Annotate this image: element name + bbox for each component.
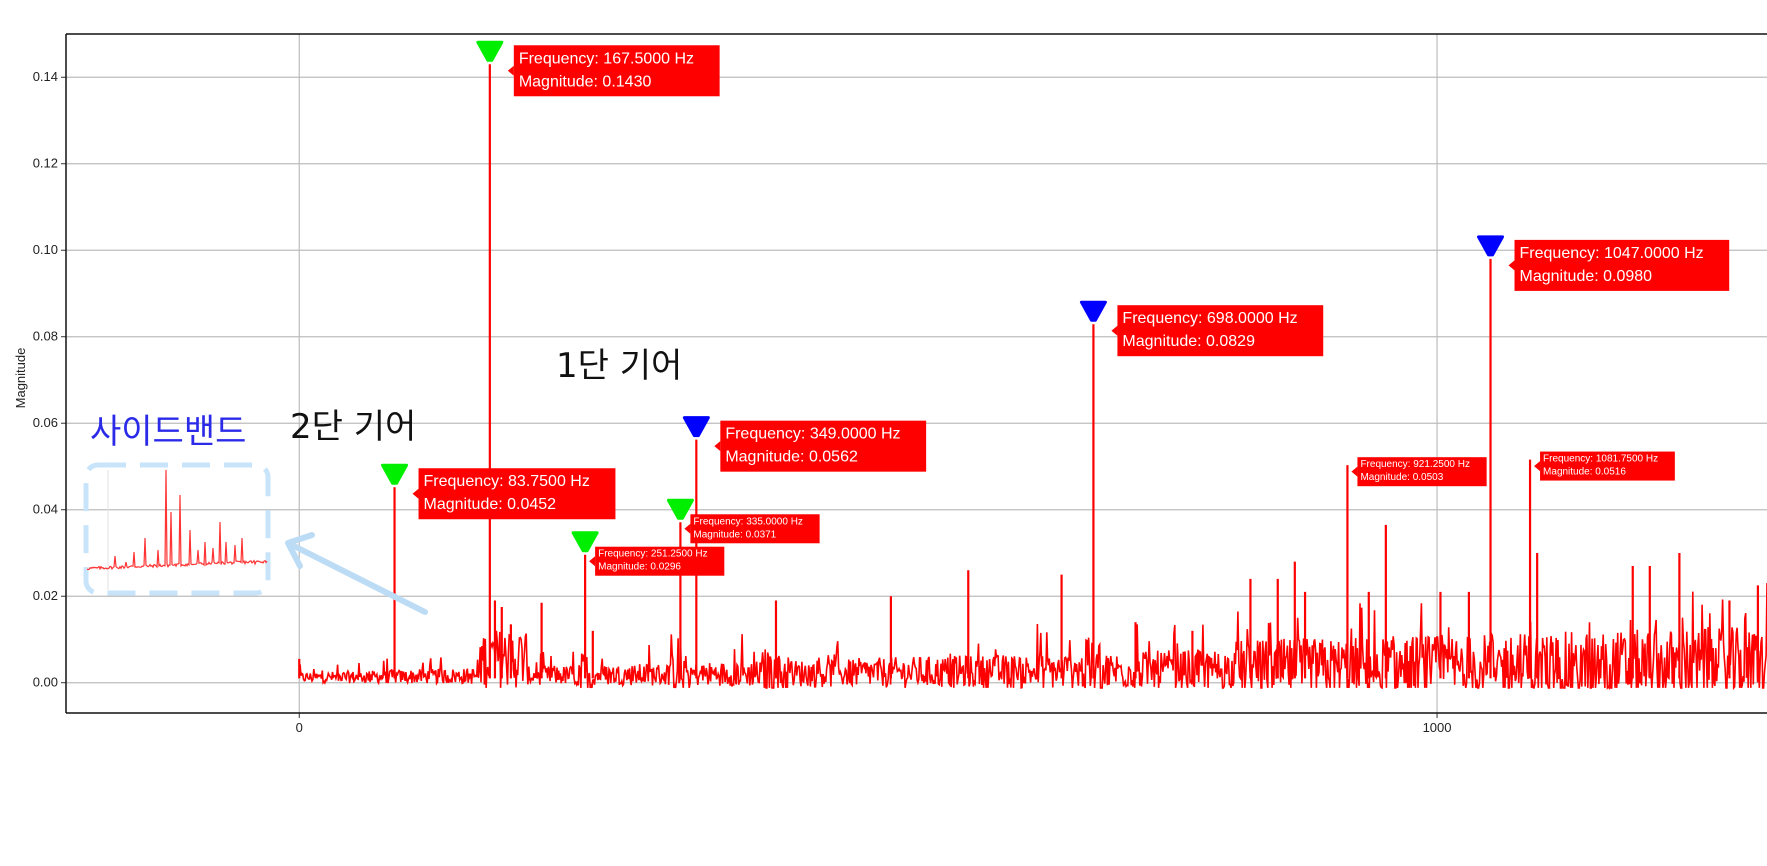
noise-floor-trace	[298, 583, 1767, 691]
peak-annotation: Frequency: 1081.7500 Hz Magnitude: 0.0516	[1534, 451, 1675, 481]
annotation-pointer	[412, 488, 419, 499]
peak-annotation: Frequency: 921.2500 Hz Magnitude: 0.0503	[1351, 457, 1487, 487]
annotation-frequency: Frequency: 167.5000 Hz	[519, 50, 694, 67]
sideband-inset-trace	[86, 469, 268, 571]
y-tick-label: 0.02	[33, 588, 58, 603]
peak-marker-icon	[381, 463, 409, 485]
annotation-magnitude: Magnitude: 0.0503	[1360, 472, 1443, 483]
sideband-arrow	[285, 532, 428, 615]
y-tick-label: 0.00	[33, 675, 58, 690]
peak-annotation: Frequency: 251.2500 Hz Magnitude: 0.0296	[589, 546, 725, 576]
y-tick-label: 0.12	[33, 156, 58, 171]
annotation-box	[418, 468, 616, 520]
annotation-magnitude: Magnitude: 0.1430	[519, 73, 652, 90]
signal-trace	[298, 583, 1767, 691]
annotation-pointer	[589, 556, 596, 567]
peak-marker-icon	[682, 416, 710, 438]
annotation-pointer	[1111, 325, 1118, 336]
annotation-magnitude: Magnitude: 0.0562	[725, 449, 858, 466]
annotation-pointer	[1534, 461, 1541, 472]
grid-lines	[66, 34, 1767, 713]
y-tick-label: 0.08	[33, 329, 58, 344]
annotation-box	[595, 546, 725, 576]
peak-annotation: Frequency: 349.0000 Hz Magnitude: 0.0562	[714, 420, 927, 472]
y-tick-label: 0.14	[33, 69, 58, 84]
annotation-magnitude: Magnitude: 0.0371	[693, 529, 776, 540]
annotation-box	[513, 45, 720, 97]
x-tick-label: 0	[296, 720, 303, 735]
annotation-box	[1540, 451, 1675, 481]
peak-lines	[298, 64, 1759, 679]
sideband-arrow-shaft	[289, 542, 428, 615]
gear-1-label: 1단 기어	[556, 346, 682, 386]
peak-annotation: Frequency: 698.0000 Hz Magnitude: 0.0829	[1111, 305, 1324, 357]
sideband-inset-box	[83, 462, 271, 596]
annotation-frequency: Frequency: 83.7500 Hz	[424, 473, 590, 490]
y-tick-label: 0.06	[33, 415, 58, 430]
peak-markers	[381, 40, 1505, 553]
peak-annotation: Frequency: 83.7500 Hz Magnitude: 0.0452	[412, 468, 616, 520]
annotation-frequency: Frequency: 349.0000 Hz	[725, 426, 900, 443]
peak-marker-icon	[666, 498, 694, 520]
y-axis-label: Magnitude	[13, 348, 28, 409]
annotation-magnitude: Magnitude: 0.0980	[1520, 268, 1653, 285]
annotation-frequency: Frequency: 1047.0000 Hz	[1520, 245, 1704, 262]
annotation-magnitude: Magnitude: 0.0516	[1543, 467, 1626, 478]
annotation-box	[690, 514, 820, 544]
y-tick-label: 0.04	[33, 502, 58, 517]
annotation-pointer	[507, 65, 514, 76]
peak-marker-icon	[571, 531, 599, 553]
annotation-frequency: Frequency: 251.2500 Hz	[598, 549, 708, 560]
peak-marker-icon	[1079, 300, 1107, 322]
sideband-arrow-head	[285, 532, 315, 569]
annotation-box	[1514, 239, 1730, 291]
annotation-box	[1117, 305, 1324, 357]
annotation-frequency: Frequency: 921.2500 Hz	[1360, 459, 1470, 470]
annotation-box	[720, 420, 927, 472]
axes: 0.00 0.02 0.04 0.06 0.08 0.10 0.12 0.14 0 1000	[33, 33, 1767, 735]
annotation-pointer	[714, 441, 721, 452]
peak-annotation: Frequency: 335.0000 Hz Magnitude: 0.0371	[684, 514, 820, 544]
annotation-box	[1357, 457, 1487, 487]
peak-annotation: Frequency: 167.5000 Hz Magnitude: 0.1430	[507, 45, 720, 97]
sideband-inset	[83, 462, 271, 596]
annotation-frequency: Frequency: 1081.7500 Hz	[1543, 454, 1658, 465]
annotation-magnitude: Magnitude: 0.0452	[424, 496, 557, 513]
gear-2-label: 2단 기어	[290, 407, 416, 447]
peak-marker-icon	[476, 40, 504, 62]
annotation-pointer	[684, 523, 691, 534]
annotation-frequency: Frequency: 698.0000 Hz	[1122, 310, 1297, 327]
annotation-pointer	[1508, 260, 1515, 271]
annotation-frequency: Frequency: 335.0000 Hz	[693, 516, 803, 527]
peak-annotation: Frequency: 1047.0000 Hz Magnitude: 0.0980	[1508, 239, 1730, 291]
x-tick-label: 1000	[1423, 720, 1452, 735]
annotation-pointer	[1351, 466, 1358, 477]
y-tick-label: 0.10	[33, 242, 58, 257]
sideband-label: 사이드밴드	[90, 412, 246, 452]
annotation-magnitude: Magnitude: 0.0829	[1122, 333, 1255, 350]
annotation-magnitude: Magnitude: 0.0296	[598, 562, 681, 573]
peak-marker-icon	[1477, 235, 1505, 257]
